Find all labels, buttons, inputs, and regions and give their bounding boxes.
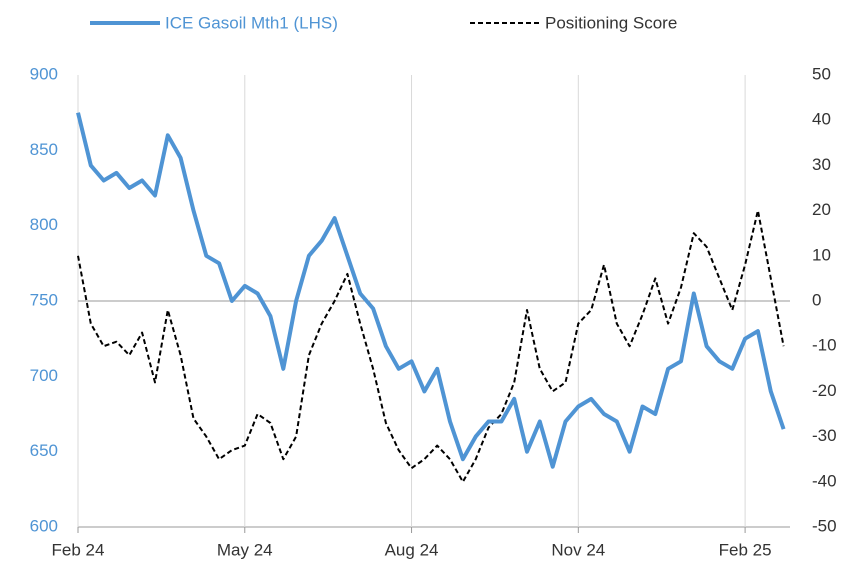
y-tick-label: 650 [30, 441, 58, 460]
y-tick-label: 750 [30, 290, 58, 309]
legend-label: ICE Gasoil Mth1 (LHS) [165, 13, 338, 32]
x-tick-label: May 24 [217, 540, 273, 559]
y2-tick-label: -40 [812, 471, 837, 490]
y-tick-label: 600 [30, 516, 58, 535]
series-line [76, 112, 786, 469]
y2-tick-label: -10 [812, 336, 837, 355]
y2-tick-label: -50 [812, 516, 837, 535]
y-tick-label: 700 [30, 366, 58, 385]
series-line [77, 209, 785, 483]
legend-label: Positioning Score [545, 13, 677, 32]
y-tick-label: 800 [30, 215, 58, 234]
y2-tick-label: 30 [812, 155, 831, 174]
y2-tick-label: 10 [812, 245, 831, 264]
y-tick-label: 850 [30, 140, 58, 159]
x-tick-label: Feb 24 [52, 540, 105, 559]
y2-tick-label: -30 [812, 426, 837, 445]
y2-tick-label: 20 [812, 200, 831, 219]
y2-tick-label: 40 [812, 110, 831, 129]
y2-tick-label: 0 [812, 290, 821, 309]
x-tick-label: Aug 24 [385, 540, 439, 559]
x-tick-label: Feb 25 [719, 540, 772, 559]
y2-tick-label: 50 [812, 64, 831, 83]
y2-tick-label: -20 [812, 381, 837, 400]
x-tick-label: Nov 24 [551, 540, 605, 559]
y-tick-label: 900 [30, 64, 58, 83]
